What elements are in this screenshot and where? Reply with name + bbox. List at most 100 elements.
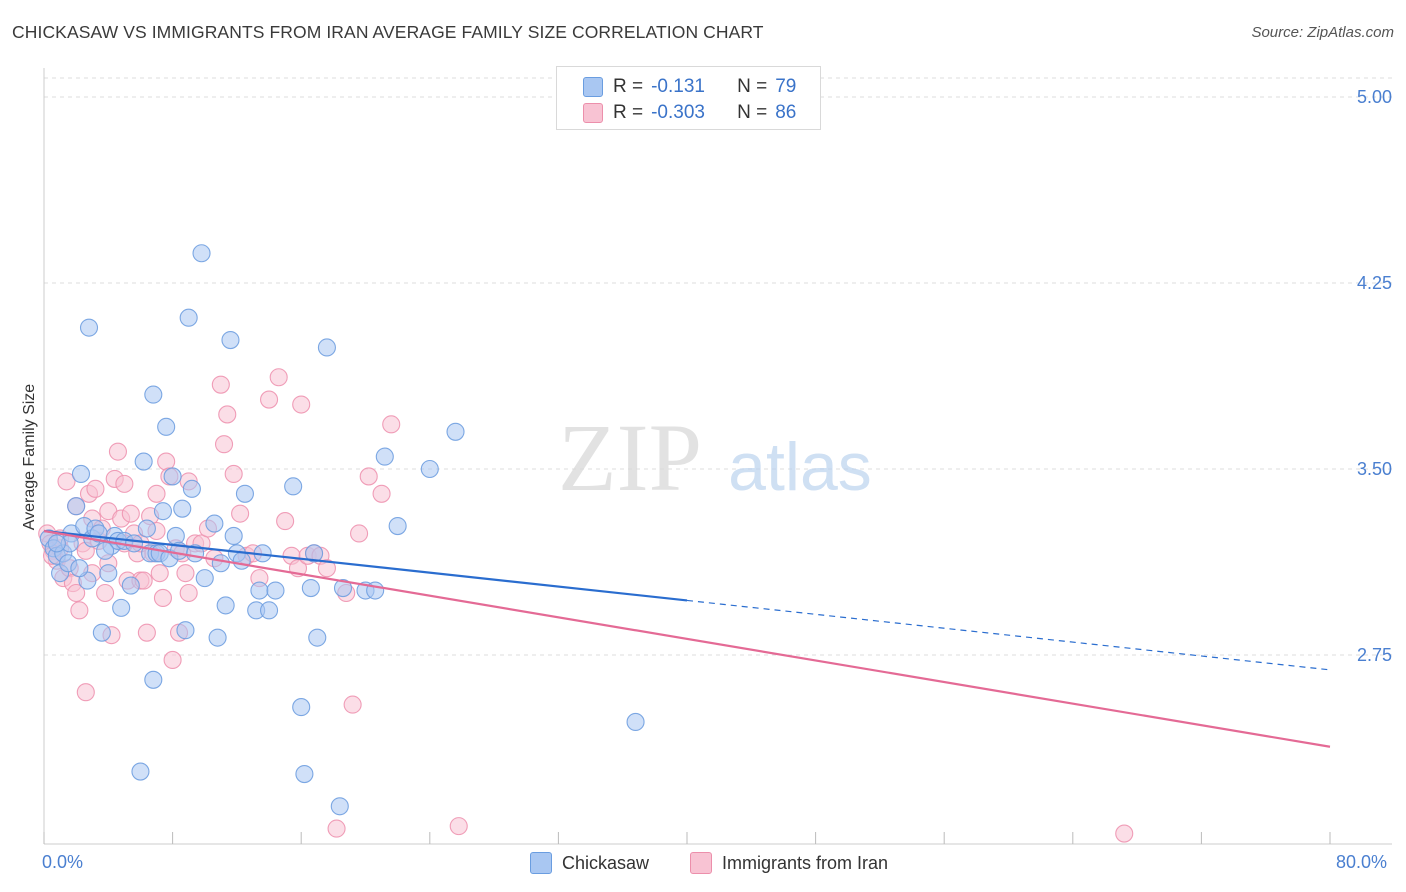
iran-point [259, 390, 279, 409]
chickasaw-point [79, 318, 99, 337]
chickasaw-point [166, 526, 185, 546]
chickasaw-point [70, 559, 89, 578]
iran-point [70, 601, 89, 620]
iran-point [108, 442, 127, 461]
legend-label-chickasaw: Chickasaw [562, 852, 650, 873]
chickasaw-point [182, 479, 201, 498]
iran-point [67, 583, 86, 603]
chickasaw-point [250, 581, 269, 600]
chickasaw-point [221, 330, 240, 350]
chickasaw-point [211, 554, 230, 573]
chickasaw-point [112, 598, 131, 617]
legend-swatch-chickasaw [530, 852, 552, 874]
chickasaw-point [144, 670, 163, 689]
iran-point [449, 817, 468, 836]
chickasaw-point [308, 628, 327, 647]
chickasaw-point [295, 764, 314, 784]
iran-point [276, 512, 295, 531]
legend-item-chickasaw[interactable]: Chickasaw [530, 852, 649, 874]
y-tick-label: 3.50 [1357, 459, 1392, 479]
iran-point [150, 564, 169, 583]
watermark-zip: ZIP [558, 404, 702, 511]
chickasaw-point [173, 499, 192, 518]
legend-r-value: -0.303 [651, 102, 705, 123]
chickasaw-point [134, 452, 153, 471]
chickasaw-trend-line [43, 529, 688, 602]
iran-point [231, 504, 250, 523]
legend-swatch-iran [690, 852, 712, 874]
iran-point [218, 405, 237, 424]
points-layer [38, 244, 1134, 843]
iran-point [350, 524, 369, 543]
iran-point [86, 479, 105, 498]
chickasaw-point [153, 502, 173, 521]
iran-point [327, 819, 346, 838]
chickasaw-point [232, 551, 251, 570]
iran-trend-line [43, 529, 1331, 748]
iran-point [211, 375, 230, 394]
y-tick-label: 4.25 [1357, 273, 1392, 293]
legend-row-chickasaw: R = -0.131 N = 79 [583, 75, 796, 99]
iran-point [1115, 824, 1134, 843]
y-axis-label: Average Family Size [21, 384, 38, 531]
chickasaw-point [235, 484, 254, 503]
chickasaw-point [208, 628, 227, 647]
iran-point [372, 484, 391, 503]
trend-layer [43, 529, 1331, 748]
chickasaw-point [284, 477, 303, 496]
chickasaw-point [195, 569, 214, 588]
chickasaw-point [96, 541, 115, 560]
chart-source: Source: ZipAtlas.com [1251, 24, 1394, 41]
legend-swatch-iran [583, 103, 603, 123]
chickasaw-point [157, 417, 176, 436]
legend-swatch-chickasaw [583, 77, 603, 97]
legend-row-iran: R = -0.303 N = 86 [583, 101, 796, 125]
chickasaw-point [92, 623, 111, 642]
watermark-atlas: atlas [728, 429, 872, 505]
chickasaw-point [224, 526, 243, 546]
chickasaw-point [205, 514, 224, 533]
chickasaw-point [330, 797, 349, 816]
x-tick-label-min: 0.0% [42, 852, 84, 872]
legend-n-label: N = [737, 76, 768, 97]
axis-layer [43, 68, 1392, 845]
chickasaw-point [216, 596, 235, 615]
chickasaw-point [305, 544, 324, 563]
chickasaw-point [266, 581, 285, 600]
chickasaw-point [420, 459, 439, 479]
iran-point [121, 504, 140, 523]
legend-n-label: N = [737, 102, 768, 123]
legend-n-value: 79 [775, 76, 797, 97]
iran-point [343, 695, 362, 714]
iran-point [359, 467, 378, 486]
legend-r-label: R = [613, 102, 644, 123]
chickasaw-point [179, 308, 198, 327]
chickasaw-point [446, 422, 465, 441]
iran-point [176, 564, 195, 583]
chickasaw-point [375, 447, 394, 466]
iran-point [269, 368, 288, 387]
y-tick-label: 2.75 [1357, 645, 1392, 665]
iran-point [292, 395, 311, 414]
iran-point [153, 588, 173, 608]
chickasaw-point [47, 534, 66, 553]
x-tick-label-max: 80.0% [1336, 852, 1388, 872]
legend-item-iran[interactable]: Immigrants from Iran [690, 852, 888, 874]
y-tick-label: 5.00 [1357, 87, 1392, 107]
chart-title: CHICKASAW VS IMMIGRANTS FROM IRAN AVERAG… [12, 22, 764, 42]
iran-point [382, 415, 401, 434]
chickasaw-trend-extension [686, 599, 1331, 671]
chickasaw-point [192, 244, 211, 263]
iran-point [76, 683, 95, 702]
chickasaw-point [137, 519, 156, 538]
watermark: ZIP atlas [558, 404, 872, 511]
iran-point [115, 474, 134, 493]
legend-r-value: -0.131 [651, 76, 705, 97]
chickasaw-point [71, 464, 91, 484]
legend-n-value: 86 [775, 102, 797, 123]
iran-point [57, 472, 76, 491]
chickasaw-point [67, 497, 86, 516]
chickasaw-point [144, 385, 163, 404]
chickasaw-point [163, 467, 182, 486]
